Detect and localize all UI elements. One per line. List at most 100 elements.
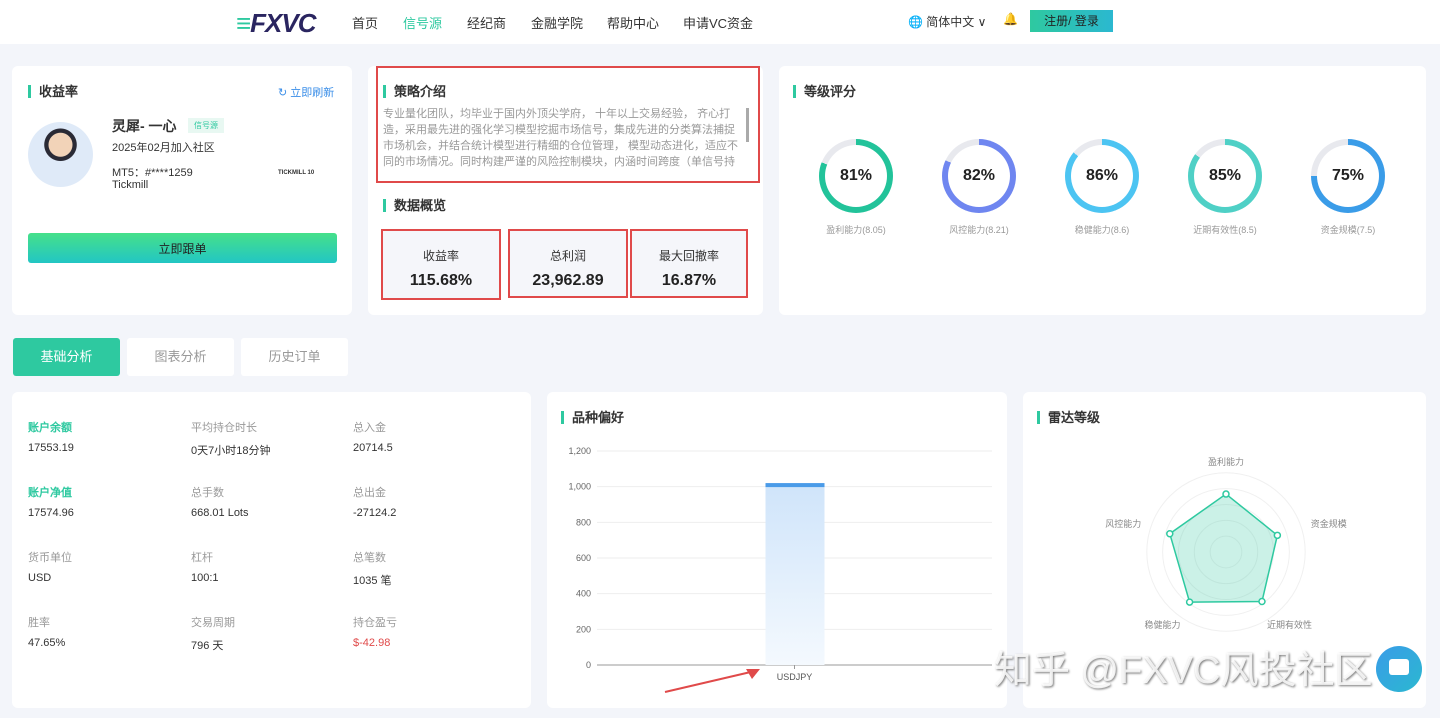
follow-button[interactable]: 立即跟单 xyxy=(28,233,337,263)
nav-brokers[interactable]: 经纪商 xyxy=(467,16,507,31)
nav-signals[interactable]: 信号源 xyxy=(403,16,443,31)
field-label: 交易周期 xyxy=(191,617,235,629)
refresh-icon: ↻ xyxy=(278,87,288,99)
chat-icon xyxy=(1389,659,1409,675)
tab-chart[interactable]: 图表分析 xyxy=(127,338,234,376)
score-value: 81% xyxy=(825,145,887,207)
field-label: 总笔数 xyxy=(353,552,386,564)
join-date: 2025年02月加入社区 xyxy=(112,142,215,154)
refresh-button[interactable]: ↻ 立即刷新 xyxy=(278,84,334,100)
section-title: 收益率 xyxy=(28,85,78,98)
radar-card: 雷达等级 盈利能力 资金规模 近期有效性 稳健能力 风控能力 xyxy=(1023,392,1426,708)
field-label: 账户余额 xyxy=(28,422,72,434)
logo[interactable]: ≡FXVC xyxy=(236,8,317,39)
trader-name: 灵犀- 一心 xyxy=(112,118,177,134)
bar-top xyxy=(765,483,825,488)
signal-badge: 信号源 xyxy=(188,118,224,133)
field-value: 17574.96 xyxy=(28,507,74,519)
chat-button[interactable] xyxy=(1376,646,1422,692)
login-button[interactable]: 注册/ 登录 xyxy=(1030,10,1113,32)
score-label: 盈利能力(8.05) xyxy=(826,225,886,235)
score-value: 86% xyxy=(1071,145,1133,207)
score-value: 82% xyxy=(948,145,1010,207)
radar-axis-label: 风控能力 xyxy=(1105,518,1141,529)
logo-mark-icon: ≡ xyxy=(236,8,251,38)
field-label: 胜率 xyxy=(28,617,50,629)
field-value: 1035 笔 xyxy=(353,575,392,587)
bell-icon[interactable]: 🔔 xyxy=(1003,12,1018,26)
score-ring: 81% xyxy=(819,139,893,213)
y-tick-label: 800 xyxy=(576,517,591,527)
y-tick-label: 600 xyxy=(576,553,591,563)
radar-point xyxy=(1258,597,1266,606)
rating-title: 等级评分 xyxy=(793,85,856,98)
field-label: 账户净值 xyxy=(28,487,72,499)
broker-name: Tickmill xyxy=(112,179,149,191)
field-label: 杠杆 xyxy=(191,552,213,564)
avatar xyxy=(28,122,93,187)
basic-analysis-card: 账户余额 17553.19 平均持仓时长 0天7小时18分钟 总入金 20714.5 账户净… xyxy=(12,392,531,708)
score-value: 75% xyxy=(1317,145,1379,207)
watermark: 知乎 @FXVC风投社区 xyxy=(994,650,1373,692)
nav-help[interactable]: 帮助中心 xyxy=(607,16,660,31)
logo-text: FXVC xyxy=(250,8,316,38)
y-tick-label: 1,000 xyxy=(568,482,591,492)
stat-profit: 总利润 23,962.89 xyxy=(508,229,628,298)
bar-chart: 0 200 400 600 800 1,000 1,200 USDJPY xyxy=(568,446,992,682)
radar-grid xyxy=(1162,488,1290,616)
stat-value: 115.68% xyxy=(409,272,473,289)
field-value: USD xyxy=(28,572,52,584)
radar-grid xyxy=(1209,535,1243,569)
language-select[interactable]: 🌐 简体中文 ∨ xyxy=(908,13,986,30)
field-label: 平均持仓时长 xyxy=(191,422,257,434)
score-ring: 82% xyxy=(942,139,1016,213)
radar-grid xyxy=(1193,519,1259,585)
nav-academy[interactable]: 金融学院 xyxy=(531,16,584,31)
chart-title: 品种偏好 xyxy=(561,411,624,424)
language-label: 简体中文 xyxy=(926,15,975,29)
bar xyxy=(765,483,825,665)
score-ring: 85% xyxy=(1188,139,1262,213)
tab-history[interactable]: 历史订单 xyxy=(241,338,348,376)
stat-return: 收益率 115.68% xyxy=(381,229,501,300)
nav-apply-vc[interactable]: 申请VC资金 xyxy=(683,16,754,31)
rating-card: 等级评分 81% 盈利能力(8.05) 82% 风控能力(8.21) 86% 稳健能力(8… xyxy=(779,66,1426,315)
radar-axis-label: 资金规模 xyxy=(1311,518,1347,529)
field-value: 20714.5 xyxy=(353,442,393,454)
tab-basic[interactable]: 基础分析 xyxy=(13,338,120,376)
score-label: 资金规模(7.5) xyxy=(1320,225,1376,235)
top-nav: ≡FXVC 首页 信号源 经纪商 金融学院 帮助中心 申请VC资金 🌐 简体中文… xyxy=(0,0,1440,44)
field-label: 总出金 xyxy=(353,487,386,499)
radar-area xyxy=(1168,493,1279,603)
overview-title: 数据概览 xyxy=(383,199,446,212)
arrow-annotation xyxy=(664,669,760,693)
nav-home[interactable]: 首页 xyxy=(352,16,379,31)
scrollbar[interactable] xyxy=(746,108,749,142)
radar-point xyxy=(1166,529,1174,538)
score-ring: 86% xyxy=(1065,139,1139,213)
strategy-title: 策略介绍 xyxy=(383,85,446,98)
strategy-card: 策略介绍 专业量化团队，均毕业于国内外顶尖学府， 十年以上交易经验， 齐心打造，… xyxy=(368,66,763,315)
y-tick-label: 0 xyxy=(586,660,591,670)
field-value: $-42.98 xyxy=(353,637,391,649)
field-label: 持仓盈亏 xyxy=(353,617,397,629)
field-value: 796 天 xyxy=(191,640,224,652)
symbol-preference-card: 品种偏好 0 200 400 600 800 1,000 1,200 USDJPY xyxy=(547,392,1007,708)
field-value: 47.65% xyxy=(28,637,66,649)
field-value: 100:1 xyxy=(191,572,219,584)
profile-card: 收益率 ↻ 立即刷新 灵犀- 一心 信号源 2025年02月加入社区 MT5：#… xyxy=(12,66,352,315)
highlight-box xyxy=(376,66,760,183)
radar-axis-label: 稳健能力 xyxy=(1145,619,1181,630)
y-tick-label: 400 xyxy=(576,589,591,599)
field-value: -27124.2 xyxy=(353,507,397,519)
stat-drawdown: 最大回撤率 16.87% xyxy=(630,229,748,298)
score-label: 稳健能力(8.6) xyxy=(1074,225,1130,235)
y-tick-label: 1,200 xyxy=(568,446,591,456)
score-ring: 75% xyxy=(1311,139,1385,213)
radar-axis-label: 盈利能力 xyxy=(1208,456,1244,467)
broker-logo: TICKMILL 10 xyxy=(278,170,315,176)
stat-value: 23,962.89 xyxy=(532,272,604,289)
radar-point xyxy=(1185,598,1194,606)
score-value: 85% xyxy=(1194,145,1256,207)
